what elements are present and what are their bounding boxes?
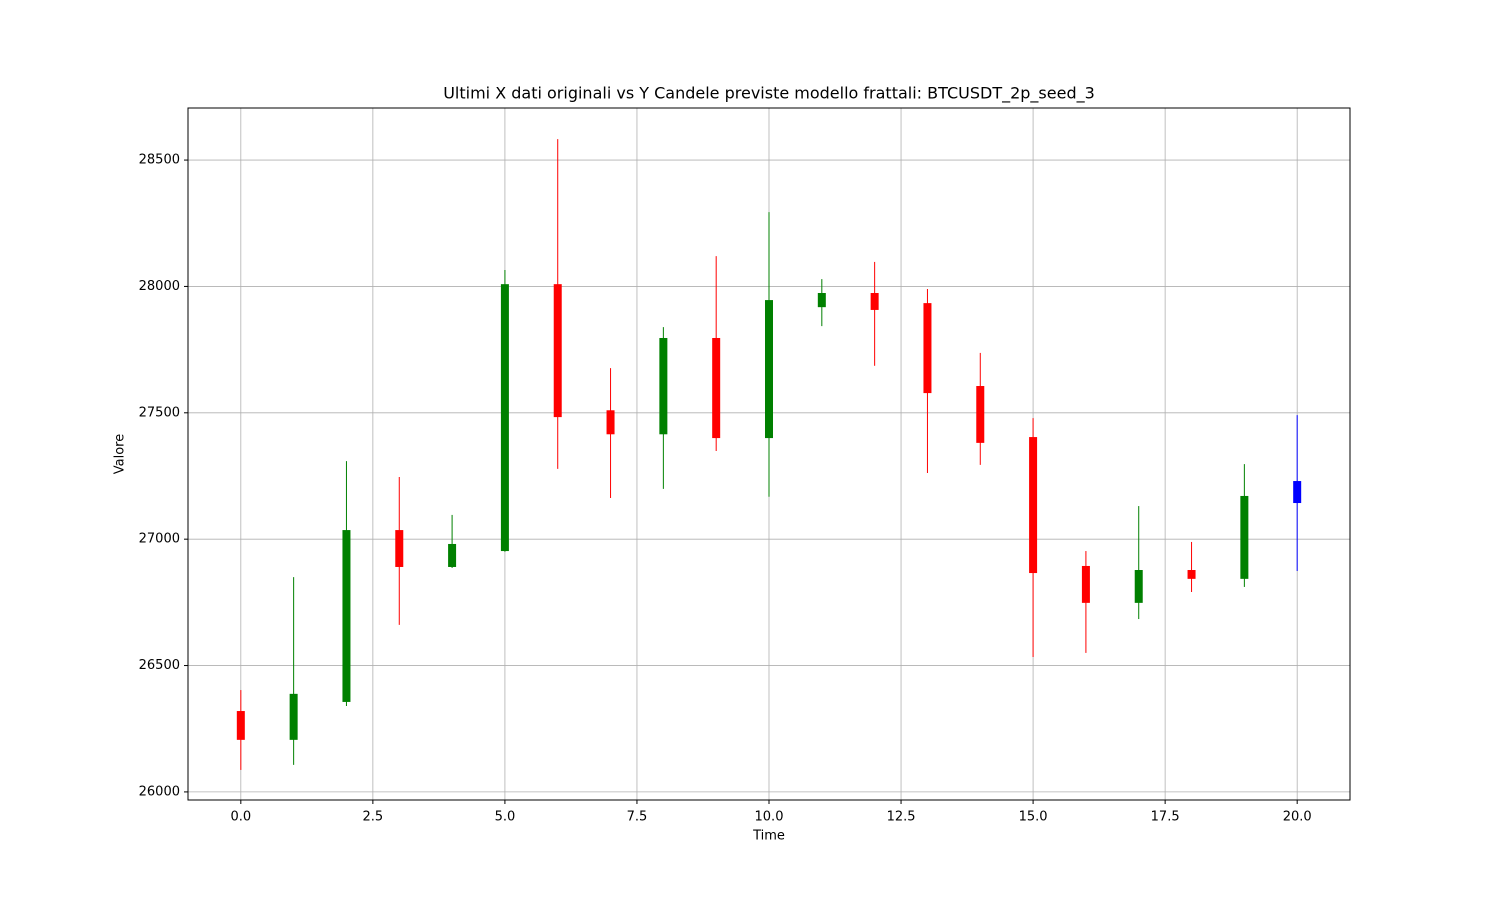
x-tick-label: 20.0 xyxy=(1283,810,1312,825)
x-tick-label: 17.5 xyxy=(1151,810,1180,825)
candle-body xyxy=(1240,495,1249,579)
y-tick-label: 27500 xyxy=(139,405,180,420)
candle-body xyxy=(342,530,351,702)
candle-body xyxy=(606,410,615,435)
x-tick-label: 5.0 xyxy=(495,810,516,825)
candle-body xyxy=(659,337,668,435)
candle-body xyxy=(553,284,562,418)
y-axis-label: Valore xyxy=(113,434,128,474)
y-tick-label: 28000 xyxy=(139,279,180,294)
y-tick-label: 27000 xyxy=(139,532,180,547)
candle-body xyxy=(976,386,985,443)
candle-body xyxy=(448,543,457,567)
y-tick-label: 26000 xyxy=(139,784,180,799)
candle-body xyxy=(289,693,298,740)
candle-body xyxy=(1187,570,1196,579)
candle-body xyxy=(1134,570,1143,603)
y-tick-label: 28500 xyxy=(139,153,180,168)
candle-body xyxy=(712,337,721,439)
candle-body xyxy=(236,711,245,740)
candle-body xyxy=(500,284,509,552)
candle-body xyxy=(817,293,826,308)
x-tick-label: 2.5 xyxy=(363,810,384,825)
candle-body xyxy=(1081,565,1090,603)
y-tick-label: 26500 xyxy=(139,658,180,673)
plot-frame xyxy=(187,107,1351,801)
x-tick-label: 7.5 xyxy=(627,810,648,825)
candle-body xyxy=(870,293,879,310)
x-tick-label: 10.0 xyxy=(755,810,784,825)
candle-body xyxy=(923,303,932,394)
candle-body xyxy=(1293,481,1302,504)
x-tick-label: 15.0 xyxy=(1019,810,1048,825)
candle-body xyxy=(765,300,773,439)
x-tick-label: 0.0 xyxy=(230,810,251,825)
candle-body xyxy=(395,530,404,567)
x-axis-label: Time xyxy=(752,829,785,844)
x-tick-label: 12.5 xyxy=(887,810,916,825)
chart-title: Ultimi X dati originali vs Y Candele pre… xyxy=(443,84,1095,104)
candle-body xyxy=(1029,437,1038,574)
